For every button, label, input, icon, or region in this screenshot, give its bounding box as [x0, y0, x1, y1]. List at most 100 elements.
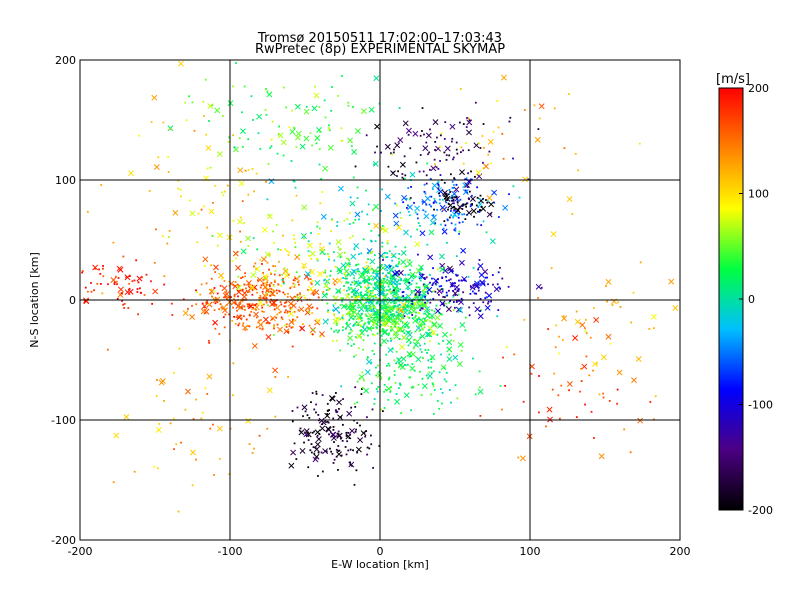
data-point-dot [255, 308, 257, 311]
data-point-dot [442, 340, 445, 342]
data-point-dot [370, 316, 373, 319]
data-point-dot [354, 300, 357, 303]
data-point-dot [278, 290, 281, 293]
data-point-dot [94, 267, 97, 270]
data-point-dot [214, 271, 217, 273]
data-point-dot [410, 291, 413, 294]
data-point-dot [430, 366, 433, 369]
data-point-dot [284, 305, 287, 308]
data-point-dot [365, 261, 368, 264]
data-point-dot [348, 332, 350, 335]
data-point-dot [294, 319, 297, 322]
data-point-dot [424, 308, 427, 311]
data-point-dot [291, 410, 294, 412]
data-point-dot [575, 416, 578, 419]
data-point-dot [266, 261, 269, 264]
data-point-dot [282, 291, 285, 294]
data-point-dot [360, 294, 363, 297]
data-point-x-marker [598, 453, 605, 460]
data-point-dot [268, 214, 271, 217]
data-point-dot [399, 320, 402, 323]
data-point-dot [337, 450, 340, 452]
data-point-dot [459, 88, 462, 90]
data-point-dot [648, 328, 651, 330]
data-point-dot [402, 330, 404, 333]
data-point-dot [259, 327, 261, 330]
data-point-dot [381, 188, 383, 191]
data-point-dot [254, 304, 257, 306]
data-point-dot [382, 272, 384, 275]
data-point-dot [401, 176, 404, 179]
data-point-dot [395, 292, 398, 295]
data-point-dot [344, 327, 347, 330]
data-point-dot [479, 298, 482, 300]
data-point-dot [313, 408, 316, 411]
data-point-dot [255, 326, 258, 329]
data-point-x-marker [301, 204, 308, 211]
data-point-dot [392, 266, 395, 269]
data-point-x-marker [334, 316, 341, 323]
data-point-dot [357, 324, 360, 327]
data-point-dot [143, 294, 146, 296]
data-point-dot [200, 208, 203, 211]
data-point-x-marker [301, 262, 308, 269]
data-point-x-marker [313, 446, 320, 453]
data-point-dot [327, 421, 330, 424]
data-point-dot [221, 191, 223, 194]
data-point-dot [214, 302, 217, 305]
data-point-x-marker [405, 337, 412, 344]
data-point-dot [409, 342, 412, 345]
data-point-dot [86, 290, 89, 293]
data-point-dot [314, 85, 316, 88]
data-point-dot [122, 255, 125, 258]
data-point-x-marker [373, 283, 380, 290]
data-point-dot [283, 282, 285, 285]
data-point-dot [456, 300, 458, 303]
data-point-x-marker [301, 404, 308, 411]
data-point-dot [353, 355, 355, 358]
data-point-dot [389, 277, 392, 279]
data-point-dot [336, 435, 339, 438]
data-point-x-marker [280, 139, 287, 146]
data-point-dot [358, 347, 360, 350]
data-point-dot [376, 326, 378, 329]
data-point-dot [264, 277, 266, 279]
data-point-dot [476, 223, 479, 226]
data-point-dot [439, 174, 442, 176]
data-point-dot [453, 229, 456, 231]
data-point-dot [241, 276, 244, 279]
data-point-dot [381, 224, 384, 227]
chart-subtitle: RwPretec (8p) EXPERIMENTAL SKYMAP [255, 42, 505, 57]
data-point-x-marker [364, 369, 371, 376]
data-point-dot [351, 235, 354, 238]
data-point-dot [439, 145, 442, 148]
data-point-dot [123, 302, 126, 305]
data-point-dot [348, 437, 351, 439]
data-point-dot [273, 279, 276, 282]
data-point-x-marker [335, 239, 342, 246]
data-point-x-marker [336, 266, 343, 273]
data-point-dot [396, 265, 399, 268]
data-point-x-marker [519, 455, 526, 462]
data-point-dot [423, 277, 426, 279]
data-point-dot [294, 241, 297, 244]
data-point-dot [400, 313, 403, 316]
data-point-dot [370, 443, 373, 446]
data-point-x-marker [402, 120, 409, 127]
data-point-dot [458, 230, 461, 233]
data-point-dot [337, 331, 339, 334]
data-point-dot [450, 207, 453, 210]
data-point-dot [259, 319, 262, 321]
data-point-dot [487, 302, 489, 305]
data-point-x-marker [456, 204, 463, 210]
data-point-x-marker [318, 245, 325, 252]
data-point-dot [315, 142, 318, 145]
data-point-x-marker [314, 441, 321, 448]
y-tick-label: -100 [51, 414, 76, 427]
data-point-dot [307, 250, 310, 253]
data-point-dot [372, 297, 375, 300]
data-point-dot [372, 286, 375, 289]
data-point-dot [493, 201, 496, 204]
data-point-dot [353, 277, 356, 280]
data-point-dot [417, 303, 420, 305]
